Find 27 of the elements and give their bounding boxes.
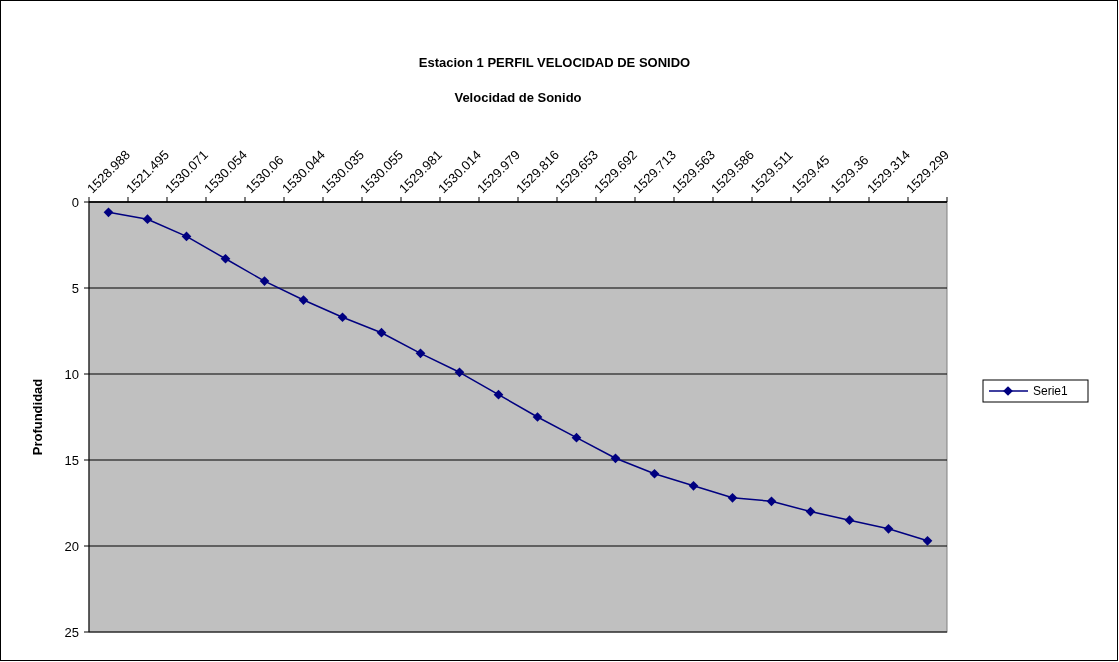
point xyxy=(376,327,387,338)
point xyxy=(454,367,465,378)
chart-title: Estacion 1 PERFIL VELOCIDAD DE SONIDO xyxy=(418,55,691,70)
y-tick-label: 15 xyxy=(64,452,79,468)
y-tick-label: 5 xyxy=(71,280,79,296)
point xyxy=(142,214,153,225)
point xyxy=(610,453,621,464)
point xyxy=(844,515,855,526)
point xyxy=(688,480,699,491)
point xyxy=(766,496,777,507)
point xyxy=(922,535,933,546)
y-tick-label: 0 xyxy=(71,194,79,210)
point xyxy=(727,492,738,503)
point xyxy=(532,412,543,422)
point xyxy=(298,295,309,305)
point xyxy=(883,523,894,534)
point xyxy=(649,468,660,479)
y-tick-label: 20 xyxy=(64,538,79,554)
point xyxy=(220,253,231,264)
point xyxy=(259,276,270,286)
point xyxy=(103,207,114,218)
y-tick-label: 10 xyxy=(64,366,79,382)
legend-label: Serie1 xyxy=(1033,384,1069,399)
x-axis-title: Velocidad de Sonido xyxy=(454,90,582,105)
y-tick-label: 25 xyxy=(64,624,79,640)
point xyxy=(337,312,348,323)
y-axis-title: Profundidad xyxy=(30,378,45,456)
